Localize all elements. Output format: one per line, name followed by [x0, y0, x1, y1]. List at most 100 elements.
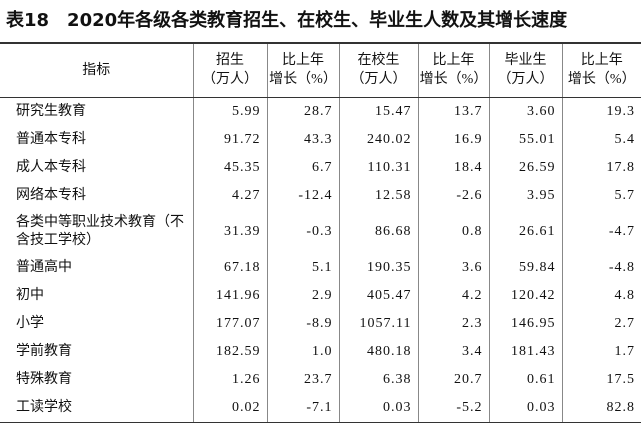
cell-value: 5.7: [561, 181, 641, 210]
cell-value: 2.7: [561, 309, 641, 338]
cell-value: 31.39: [192, 209, 267, 254]
cell-value: 6.38: [338, 365, 418, 394]
cell-value: -2.6: [417, 181, 489, 210]
cell-value: 28.7: [266, 97, 339, 126]
cell-value: 26.59: [488, 153, 562, 182]
table-row: 学前教育 182.59 1.0 480.18 3.4 181.43 1.7: [0, 337, 641, 366]
cell-value: 13.7: [417, 97, 489, 126]
cell-value: 82.8: [561, 393, 641, 423]
cell-value: 110.31: [338, 153, 418, 182]
table-row: 特殊教育 1.26 23.7 6.38 20.7 0.61 17.5: [0, 365, 641, 394]
cell-value: 45.35: [192, 153, 267, 182]
table-row: 普通高中 67.18 5.1 190.35 3.6 59.84 -4.8: [0, 253, 641, 282]
table-title: 表18 2020年各级各类教育招生、在校生、毕业生人数及其增长速度: [6, 10, 568, 31]
cell-value: 43.3: [266, 125, 339, 154]
cell-value: 20.7: [417, 365, 489, 394]
cell-value: 480.18: [338, 337, 418, 366]
cell-value: 240.02: [338, 125, 418, 154]
row-label: 普通本专科: [16, 131, 86, 147]
table-row: 初中 141.96 2.9 405.47 4.2 120.42 4.8: [0, 281, 641, 310]
header-line: 招生: [216, 53, 244, 69]
cell-value: 4.8: [561, 281, 641, 310]
header-line: 比上年: [432, 53, 475, 69]
column-header: 指标: [0, 42, 193, 98]
cell-value: 3.6: [417, 253, 489, 282]
cell-value: 181.43: [488, 337, 562, 366]
table-row: 小学 177.07 -8.9 1057.11 2.3 146.95 2.7: [0, 309, 641, 338]
header-line: 比上年: [580, 53, 623, 69]
column-header: 毕业生 （万人）: [488, 42, 562, 98]
cell-value: 3.4: [417, 337, 489, 366]
table-row: 工读学校 0.02 -7.1 0.03 -5.2 0.03 82.8: [0, 393, 641, 423]
row-label: 普通高中: [16, 259, 72, 275]
table-row: 普通本专科 91.72 43.3 240.02 16.9 55.01 5.4: [0, 125, 641, 154]
cell-value: 2.3: [417, 309, 489, 338]
header-line: 毕业生: [504, 53, 547, 69]
cell-value: 2.9: [266, 281, 339, 310]
row-label: 研究生教育: [16, 103, 86, 119]
table-body: 研究生教育 5.99 28.7 15.47 13.7 3.60 19.3 普通本专科 91.72…: [0, 97, 641, 423]
cell-value: 5.1: [266, 253, 339, 282]
cell-value: 3.60: [488, 97, 562, 126]
cell-value: 141.96: [192, 281, 267, 310]
table-row: 成人本专科 45.35 6.7 110.31 18.4 26.59 17.8: [0, 153, 641, 182]
row-label: 网络本专科: [16, 187, 86, 203]
column-header: 在校生 （万人）: [338, 42, 418, 98]
cell-value: 12.58: [338, 181, 418, 210]
header-row: 指标 招生 （万人） 比上年 增长（%） 在校生 （万人） 比上年 增长（%） 毕业生 （万人） 比上…: [0, 42, 641, 98]
cell-value: 1057.11: [338, 309, 418, 338]
header-line: 增长（%）: [269, 72, 337, 88]
header-line: （万人）: [350, 72, 407, 88]
cell-value: 86.68: [338, 209, 418, 254]
cell-value: 16.9: [417, 125, 489, 154]
column-header: 比上年增长（%）: [417, 42, 489, 98]
data-table: 指标 招生 （万人） 比上年 增长（%） 在校生 （万人） 比上年 增长（%） 毕业生 （万人） 比上…: [0, 42, 641, 423]
cell-value: 4.2: [417, 281, 489, 310]
cell-value: 0.03: [338, 393, 418, 423]
row-label: 工读学校: [0, 393, 193, 423]
cell-value: 1.0: [266, 337, 339, 366]
cell-value: 5.4: [561, 125, 641, 154]
row-label: 特殊教育: [16, 371, 72, 387]
cell-value: -4.8: [561, 253, 641, 282]
cell-value: 0.61: [488, 365, 562, 394]
cell-value: 1.26: [192, 365, 267, 394]
cell-value: 3.95: [488, 181, 562, 210]
cell-value: 17.8: [561, 153, 641, 182]
cell-value: 190.35: [338, 253, 418, 282]
cell-value: 19.3: [561, 97, 641, 126]
cell-value: 55.01: [488, 125, 562, 154]
header-line: 在校生: [357, 53, 400, 69]
cell-value: 67.18: [192, 253, 267, 282]
header-line: （万人）: [202, 72, 258, 88]
row-label: 成人本专科: [16, 159, 86, 175]
cell-value: 182.59: [192, 337, 267, 366]
cell-value: 23.7: [266, 365, 339, 394]
row-label: 学前教育: [16, 343, 72, 359]
cell-value: 146.95: [488, 309, 562, 338]
cell-value: -5.2: [417, 393, 489, 423]
cell-value: 17.5: [561, 365, 641, 394]
cell-value: 120.42: [488, 281, 562, 310]
cell-value: 0.02: [192, 393, 267, 423]
row-label: 初中: [16, 287, 44, 303]
cell-value: 177.07: [192, 309, 267, 338]
cell-value: 26.61: [488, 209, 562, 254]
cell-value: 0.8: [417, 209, 489, 254]
cell-value: 405.47: [338, 281, 418, 310]
row-label: 各类中等职业技术教育（不含技工学校）: [16, 214, 184, 248]
header-line: 增长（%）: [419, 72, 488, 88]
cell-value: 59.84: [488, 253, 562, 282]
cell-value: 91.72: [192, 125, 267, 154]
row-label: 小学: [16, 315, 44, 331]
column-header: 比上年 增长（%）: [266, 42, 339, 98]
table-row: 网络本专科 4.27 -12.4 12.58 -2.6 3.95 5.7: [0, 181, 641, 210]
table-row: 研究生教育 5.99 28.7 15.47 13.7 3.60 19.3: [0, 97, 641, 126]
cell-value: 18.4: [417, 153, 489, 182]
table-row: 各类中等职业技术教育（不含技工学校） 31.39 -0.3 86.68 0.8 26.61…: [0, 209, 641, 254]
cell-value: 0.03: [488, 393, 562, 423]
cell-value: -7.1: [266, 393, 339, 423]
header-line: 指标: [82, 62, 111, 78]
header-line: （万人）: [497, 72, 554, 88]
